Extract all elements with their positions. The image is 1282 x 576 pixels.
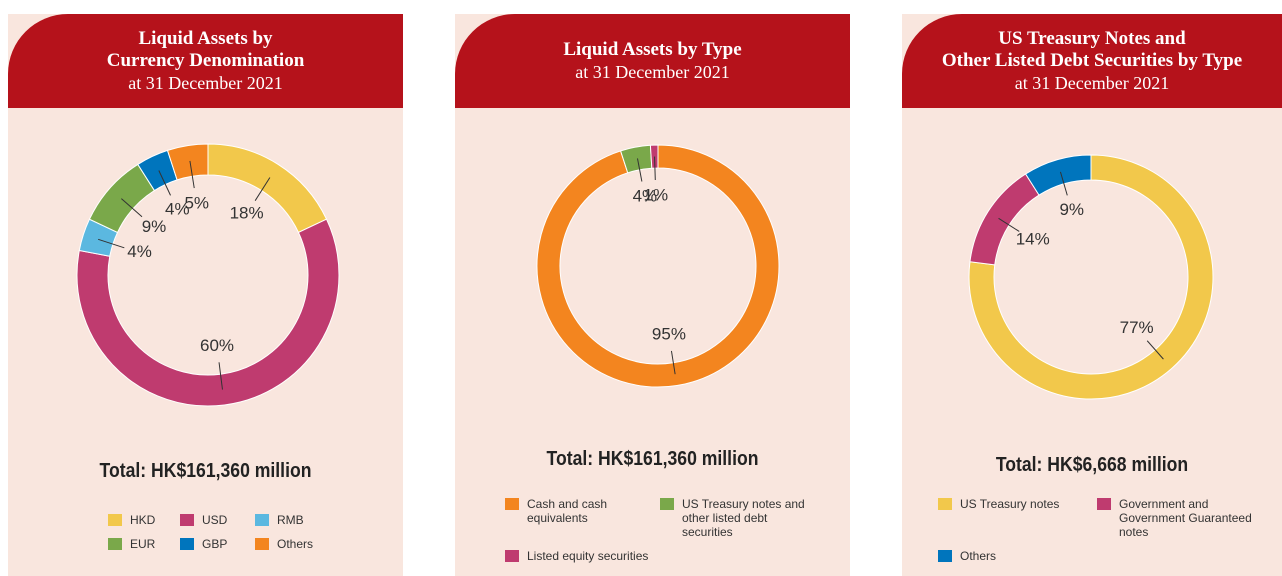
- value-label: 4%: [165, 199, 190, 218]
- legend: Cash and cash equivalents US Treasury not…: [505, 497, 820, 563]
- donut: 95% 4%1%: [536, 144, 780, 388]
- chart-subtitle: at 31 December 2021: [1014, 73, 1170, 93]
- legend-item: GBP: [180, 537, 255, 551]
- legend-swatch: [180, 514, 194, 526]
- legend-item: USD: [180, 513, 255, 527]
- slice: [1024, 154, 1092, 196]
- legend-swatch: [255, 538, 269, 550]
- legend: US Treasury notes Government and Governme…: [938, 497, 1272, 563]
- donut: 77% 14% 9%: [968, 154, 1214, 400]
- leader-line: [670, 350, 676, 375]
- legend-label: US Treasury notes: [960, 497, 1060, 511]
- leader-line: [1059, 171, 1068, 196]
- value-label: 9%: [1059, 200, 1084, 219]
- legend-swatch: [938, 498, 952, 510]
- value-label: 1%: [644, 186, 669, 205]
- legend-item: RMB: [255, 513, 330, 527]
- total: Total: HK$161,360 million: [99, 460, 312, 482]
- chart-title: US Treasury Notes and: [998, 28, 1186, 49]
- legend-swatch: [938, 550, 952, 562]
- legend: HKD USD RMB EUR GBP Others: [108, 513, 330, 551]
- value-label: 4%: [633, 187, 658, 206]
- legend-swatch: [108, 538, 122, 550]
- legend-swatch: [180, 538, 194, 550]
- panel: US Treasury Notes and Other Listed Debt S…: [902, 14, 1282, 576]
- slice: [207, 143, 328, 234]
- value-label: 5%: [184, 193, 209, 212]
- legend-label: RMB: [277, 513, 304, 527]
- leader-line: [1146, 340, 1164, 360]
- donut: 18%60%4%9%4%5%: [76, 143, 340, 407]
- chart-subtitle: at 31 December 2021: [575, 62, 730, 82]
- leader-line: [636, 158, 643, 182]
- leader-line: [254, 177, 271, 201]
- chart-title: Currency Denomination: [106, 50, 305, 71]
- legend-item: Government and Government Guaranteed not…: [1097, 497, 1272, 539]
- slice: [536, 144, 780, 388]
- leader-line: [158, 170, 171, 196]
- value-label: 77%: [1120, 318, 1154, 337]
- chart-subtitle: at 31 December 2021: [128, 73, 283, 93]
- legend-item: Listed equity securities: [505, 549, 660, 563]
- value-label: 18%: [230, 204, 264, 223]
- legend-label: USD: [202, 513, 228, 527]
- value-label: 14%: [1016, 230, 1050, 249]
- leader-line: [998, 217, 1020, 232]
- legend-item: EUR: [108, 537, 180, 551]
- legend-label: GBP: [202, 537, 228, 551]
- value-label: 4%: [127, 242, 152, 261]
- leader-line: [654, 156, 656, 181]
- header: Liquid Assets by Type at 31 December 2021: [455, 14, 850, 108]
- total: Total: HK$161,360 million: [546, 448, 759, 470]
- legend-label: Government and Government Guaranteed not…: [1119, 497, 1252, 539]
- slice: [968, 154, 1214, 400]
- leader-line: [121, 198, 143, 218]
- leader-line: [189, 160, 195, 189]
- chart-title: Liquid Assets by Type: [563, 39, 742, 60]
- slice: [166, 143, 209, 181]
- leader-line: [97, 238, 125, 249]
- legend-item: US Treasury notes: [938, 497, 1097, 539]
- legend-swatch: [255, 514, 269, 526]
- value-label: 95%: [652, 325, 686, 344]
- value-label: 60%: [200, 336, 234, 355]
- legend-item: HKD: [108, 513, 180, 527]
- legend-swatch: [108, 514, 122, 526]
- legend-label: Others: [960, 549, 997, 563]
- value-label: 9%: [142, 217, 167, 236]
- legend-label: Cash and cash equivalents: [527, 497, 608, 525]
- legend-item: US Treasury notes and other listed debt …: [660, 497, 820, 539]
- leader-line: [218, 362, 223, 390]
- legend-swatch: [1097, 498, 1111, 510]
- legend-label: US Treasury notes and other listed debt …: [682, 497, 805, 539]
- legend-label: Others: [277, 537, 314, 551]
- legend-label: EUR: [130, 537, 156, 551]
- chart-title: Other Listed Debt Securities by Type: [941, 50, 1243, 71]
- chart-title: Liquid Assets by: [138, 28, 273, 49]
- slice: [76, 218, 340, 407]
- panel: Liquid Assets by Currency Denomination at …: [8, 14, 403, 576]
- header: Liquid Assets by Currency Denomination at …: [8, 14, 403, 108]
- legend-swatch: [505, 550, 519, 562]
- header: US Treasury Notes and Other Listed Debt S…: [902, 14, 1282, 108]
- total: Total: HK$6,668 million: [995, 454, 1189, 476]
- legend-item: Cash and cash equivalents: [505, 497, 660, 539]
- legend-swatch: [660, 498, 674, 510]
- legend-label: Listed equity securities: [527, 549, 649, 563]
- legend-label: HKD: [130, 513, 156, 527]
- legend-item: Others: [938, 549, 1097, 563]
- panel: Liquid Assets by Type at 31 December 2021…: [455, 14, 850, 576]
- slice: [969, 173, 1040, 266]
- legend-item: Others: [255, 537, 330, 551]
- legend-swatch: [505, 498, 519, 510]
